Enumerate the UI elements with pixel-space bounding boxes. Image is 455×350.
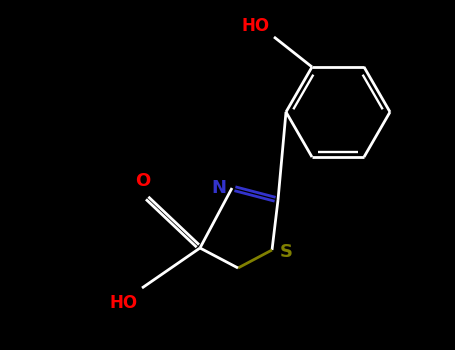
Text: S: S: [280, 243, 293, 261]
Text: N: N: [211, 179, 226, 197]
Text: HO: HO: [242, 17, 270, 35]
Text: HO: HO: [110, 294, 138, 312]
Text: O: O: [136, 172, 151, 190]
